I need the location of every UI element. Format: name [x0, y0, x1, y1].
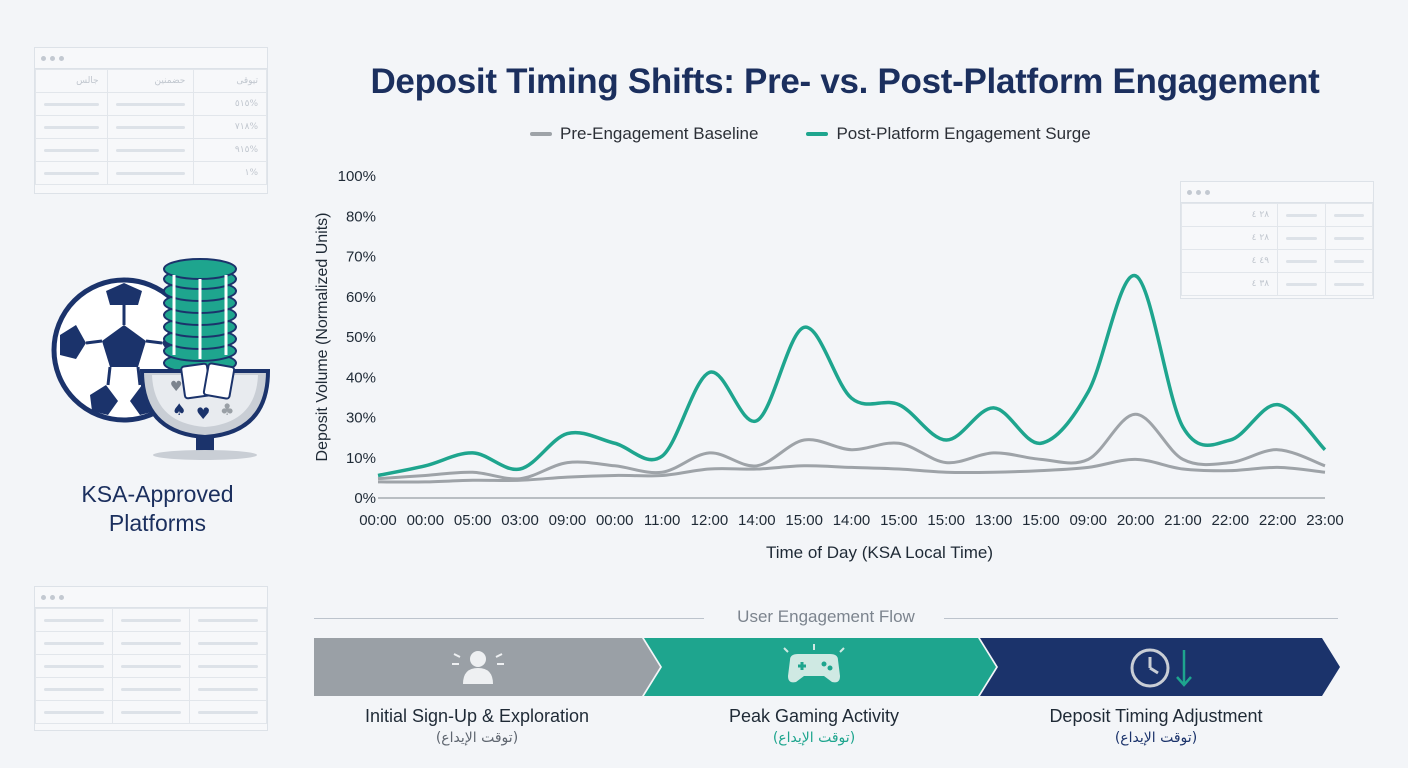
series-line-baseline — [377, 412, 1326, 481]
svg-text:♥: ♥ — [170, 379, 183, 395]
x-tick-label: 05:00 — [454, 512, 492, 529]
window-dots — [35, 587, 267, 608]
svg-text:♥: ♥ — [196, 404, 210, 423]
table-cell: ٧١٨% — [193, 115, 267, 139]
flow-step-3-chevron — [980, 638, 1340, 696]
y-tick-label: 40% — [346, 369, 376, 386]
x-tick-label: 20:00 — [1117, 512, 1155, 529]
flow-title-text: User Engagement Flow — [737, 607, 915, 626]
x-tick-label: 11:00 — [644, 512, 680, 529]
flow-step-1-chevron — [314, 638, 660, 696]
y-tick-label: 100% — [338, 168, 376, 185]
decor-table — [35, 608, 267, 724]
x-tick-label: 15:00 — [785, 512, 823, 529]
flow-step-3-label: Deposit Timing Adjustment — [1049, 706, 1263, 726]
y-tick-label: 80% — [346, 208, 376, 225]
legend-label-surge: Post-Platform Engagement Surge — [836, 124, 1091, 143]
flow-step-1-label: Initial Sign-Up & Exploration — [364, 706, 590, 726]
window-dots — [35, 48, 267, 69]
x-tick-label: 22:00 — [1212, 512, 1250, 529]
table-cell: ٤٩ ٤ — [1180, 249, 1279, 273]
decor-table: ٢٨ ٤ ٢٨ ٤ ٤٩ ٤ ٣٨ ٤ — [1180, 203, 1373, 296]
x-tick-label: 03:00 — [501, 512, 539, 529]
flow-rule-right — [944, 618, 1338, 619]
decor-table-top-left: جالس حضمنين تيوقى ٥١٥% ٧١٨% ٩١٥% ١% — [34, 47, 268, 194]
series-line-surge — [377, 274, 1327, 478]
flow-step-3-sub: (توقت الإيداع) — [1114, 730, 1198, 746]
flow-step-2-label: Peak Gaming Activity — [728, 706, 900, 726]
flow-title: User Engagement Flow — [314, 605, 1338, 631]
x-tick-label: 22:00 — [1259, 512, 1297, 529]
ksa-label-line1: KSA-Approved — [81, 481, 234, 507]
flow-rule-left — [314, 618, 704, 619]
window-dots — [1181, 182, 1373, 203]
legend-item-baseline: Pre-Engagement Baseline — [530, 123, 758, 145]
y-tick-label: 50% — [346, 329, 376, 346]
decor-table-bottom-left — [34, 586, 268, 731]
x-tick-label: 00:00 — [359, 512, 397, 529]
x-tick-label: 15:00 — [880, 512, 918, 529]
ksa-label-line2: Platforms — [108, 510, 207, 536]
flow-step-2-sub: (توقت الإيداع) — [772, 730, 856, 746]
table-cell: ١% — [193, 161, 267, 185]
x-tick-label: 12:00 — [691, 512, 729, 529]
card-bowl-icon: ♥ ♠ ♥ ♣ — [139, 362, 271, 460]
decor-table: جالس حضمنين تيوقى ٥١٥% ٧١٨% ٩١٥% ١% — [35, 69, 267, 185]
flow-step-1-sub: (توقت الإيداع) — [435, 730, 519, 746]
ksa-platforms-label: KSA-Approved Platforms — [40, 480, 275, 538]
y-axis-label: Deposit Volume (Normalized Units) — [314, 213, 331, 462]
y-tick-label: 70% — [346, 249, 376, 266]
y-tick-label: 60% — [346, 289, 376, 306]
x-tick-label: 00:00 — [407, 512, 445, 529]
chart-legend: Pre-Engagement Baseline Post-Platform En… — [530, 123, 1091, 145]
legend-swatch-surge — [806, 132, 829, 136]
x-tick-label: 15:00 — [927, 512, 965, 529]
series-lines — [377, 274, 1327, 484]
legend-swatch-baseline — [530, 132, 552, 136]
y-tick-label: 30% — [346, 410, 376, 427]
flow-chevrons — [314, 638, 1340, 696]
x-tick-label: 14:00 — [738, 512, 776, 529]
x-axis-ticks: 00:00 00:00 05:00 03:00 09:00 00:00 11:00 12:00… — [359, 512, 1344, 529]
svg-text:♠: ♠ — [172, 400, 186, 419]
x-tick-label: 09:00 — [549, 512, 587, 529]
x-tick-label: 13:00 — [975, 512, 1013, 529]
table-header: حضمنين — [106, 69, 195, 93]
gaming-illustration: ♥ ♠ ♥ ♣ — [51, 258, 271, 460]
x-tick-label: 09:00 — [1069, 512, 1107, 529]
table-header: تيوقى — [193, 69, 267, 93]
table-cell: ٣٨ ٤ — [1180, 272, 1279, 296]
legend-item-surge: Post-Platform Engagement Surge — [806, 123, 1091, 145]
x-tick-label: 15:00 — [1022, 512, 1060, 529]
arrow-down-icon — [1176, 650, 1192, 687]
series-line-baseline-low — [377, 457, 1326, 484]
gamepad-icon — [783, 644, 845, 683]
x-tick-label: 00:00 — [596, 512, 634, 529]
y-axis-ticks: 0% 10% 30% 40% 50% 60% 70% 80% 100% — [338, 168, 376, 507]
y-tick-label: 10% — [346, 450, 376, 467]
x-tick-label: 14:00 — [833, 512, 871, 529]
poker-chips-icon — [163, 258, 237, 374]
legend-label-baseline: Pre-Engagement Baseline — [560, 124, 759, 143]
x-tick-label: 23:00 — [1306, 512, 1344, 529]
clock-icon — [1130, 648, 1192, 688]
chart-title: Deposit Timing Shifts: Pre- vs. Post-Pla… — [370, 62, 1320, 101]
line-chart: 0% 10% 30% 40% 50% 60% 70% 80% 100% 00:00 00:00 05… — [314, 168, 1344, 562]
decor-table-right: ٢٨ ٤ ٢٨ ٤ ٤٩ ٤ ٣٨ ٤ — [1180, 181, 1374, 299]
svg-text:♣: ♣ — [220, 400, 234, 419]
table-header: جالس — [35, 69, 108, 93]
x-axis-label: Time of Day (KSA Local Time) — [766, 543, 993, 562]
table-cell: ٩١٥% — [193, 138, 267, 162]
y-tick-label: 0% — [354, 490, 376, 507]
user-icon — [452, 651, 504, 684]
x-tick-label: 21:00 — [1164, 512, 1202, 529]
table-cell: ٥١٥% — [193, 92, 267, 116]
